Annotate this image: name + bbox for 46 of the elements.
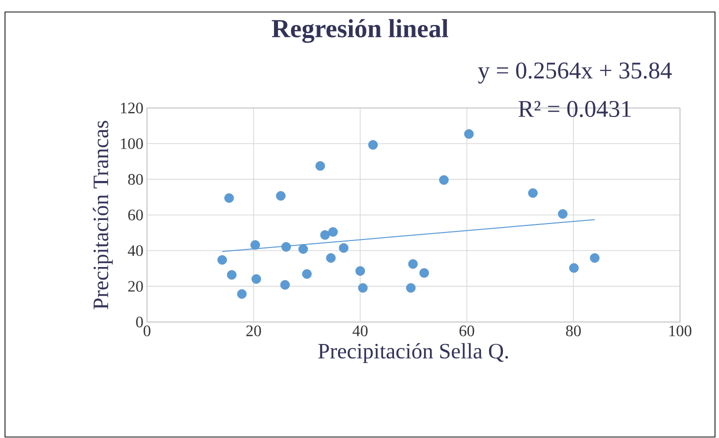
point (320, 230, 330, 240)
x-axis-title: Precipitación Sella Q. (318, 343, 508, 364)
point (217, 255, 227, 265)
x-tick-label: 80 (566, 326, 581, 336)
point (358, 283, 368, 293)
y-tick-label: 40 (128, 245, 143, 256)
annotation: R² = 0.0431 (518, 100, 631, 118)
y-tick-label: 80 (128, 174, 143, 185)
y-tick-label: 60 (128, 210, 143, 220)
point (280, 280, 290, 290)
point (326, 253, 336, 263)
point (569, 263, 579, 273)
point (237, 289, 247, 299)
point (590, 253, 600, 263)
point (338, 243, 348, 253)
point (227, 270, 237, 280)
point (558, 209, 568, 219)
point (252, 274, 262, 284)
point (224, 193, 234, 203)
point (355, 266, 365, 276)
x-tick-label: 40 (352, 326, 368, 336)
point (315, 161, 325, 171)
point (281, 242, 291, 252)
point (368, 140, 378, 150)
point (250, 240, 260, 250)
y-tick-label: 20 (128, 280, 143, 292)
y-tick-label: 120 (120, 102, 143, 114)
x-tick-label: 0 (144, 326, 150, 336)
x-tick-label: 60 (460, 326, 474, 336)
point (464, 129, 474, 139)
text: y = 0.2564x + 35.84 (478, 62, 672, 84)
y-axis-title: Precipitación Trancas (92, 120, 113, 310)
x-tick-label: 100 (669, 326, 692, 336)
x-tick-label: 20 (246, 326, 261, 336)
point (328, 227, 338, 237)
point (276, 191, 286, 201)
point (419, 268, 429, 278)
point (528, 188, 538, 198)
y-tick-label: 0 (136, 316, 143, 328)
y-tick-label: 100 (120, 138, 143, 150)
point (408, 259, 418, 269)
point (406, 283, 416, 293)
chart-title: Regresión lineal (272, 19, 448, 43)
point (302, 269, 312, 279)
point (298, 244, 308, 254)
point (439, 175, 449, 185)
